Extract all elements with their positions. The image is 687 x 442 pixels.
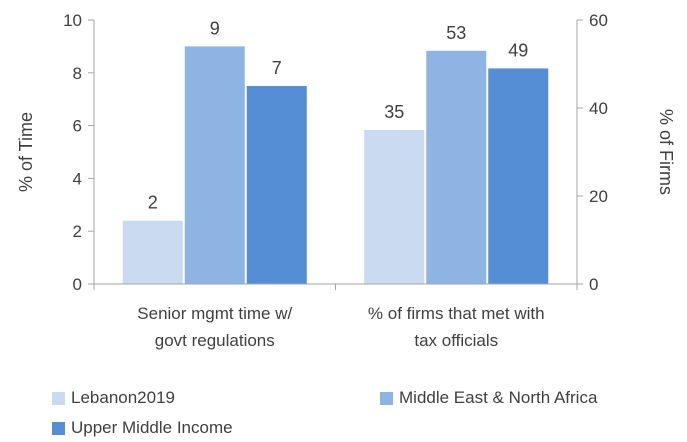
right-tick-label: 0 [589,275,598,294]
bars [122,46,549,285]
legend-swatch-lebanon2019 [52,391,65,405]
right-axis: 0 20 40 60 [577,11,608,294]
data-label: 35 [384,102,404,122]
legend-label-upper-middle-income: Upper Middle Income [71,418,233,437]
left-tick-label: 8 [73,64,82,83]
bar [122,220,183,284]
right-axis-title: % of Firms [656,109,676,195]
legend-swatch-mena [380,391,393,405]
data-label: 49 [508,40,528,60]
bar [488,68,549,285]
bar [364,130,425,284]
right-tick-label: 60 [589,11,608,30]
data-label: 7 [272,58,282,78]
category-label: Senior mgmt time w/ [137,304,292,323]
data-label: 53 [446,23,466,43]
data-label: 2 [148,193,158,213]
legend-item-mena: Middle East & North Africa [380,388,597,408]
left-tick-label: 0 [73,275,82,294]
legend-item-lebanon2019: Lebanon2019 [52,388,175,408]
category-label: govt regulations [155,331,275,350]
legend-swatch-upper-middle-income [52,421,65,435]
data-labels: 2 9 7 35 53 49 [148,18,529,212]
left-tick-label: 2 [73,222,82,241]
left-axis: 0 2 4 6 8 10 [63,11,94,294]
legend-label-mena: Middle East & North Africa [399,388,598,407]
bar [184,46,245,285]
legend-label-lebanon2019: Lebanon2019 [71,388,176,407]
bar [246,86,307,284]
category-label: % of firms that met with [368,304,545,323]
left-tick-label: 6 [73,117,82,136]
left-tick-label: 4 [73,169,82,188]
category-labels: Senior mgmt time w/govt regulations % of … [93,284,578,350]
right-tick-label: 40 [589,99,608,118]
data-label: 9 [210,18,220,38]
legend-item-upper-middle-income: Upper Middle Income [52,418,233,438]
left-axis-title: % of Time [16,112,36,192]
left-tick-label: 10 [63,11,82,30]
right-tick-label: 20 [589,187,608,206]
bar [426,50,487,284]
category-label: tax officials [414,331,498,350]
